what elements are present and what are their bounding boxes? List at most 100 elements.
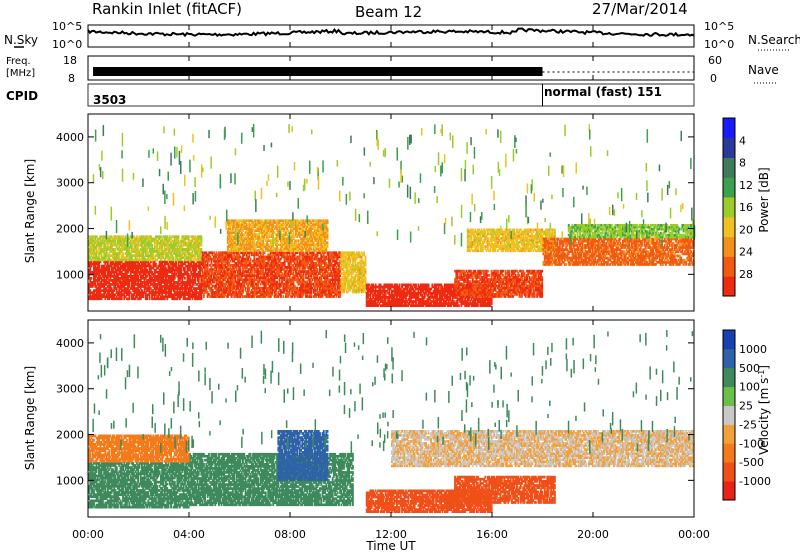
data-cell [262, 295, 265, 298]
data-cell [106, 281, 109, 284]
data-cell [243, 233, 246, 236]
data-cell [127, 262, 129, 266]
data-cell [295, 263, 297, 267]
data-cell [98, 248, 100, 251]
data-cell [161, 270, 164, 274]
data-cell [307, 261, 310, 265]
data-cell [297, 280, 300, 284]
data-cell [331, 295, 334, 298]
data-cell [249, 237, 252, 240]
data-cell [181, 277, 184, 280]
data-cell [118, 295, 121, 298]
data-cell [147, 243, 150, 247]
data-cell [190, 235, 193, 239]
data-cell [90, 297, 93, 301]
data-cell [215, 276, 218, 280]
data-cell [283, 253, 286, 257]
data-cell [167, 248, 170, 251]
data-cell [166, 243, 169, 247]
data-cell [141, 239, 143, 243]
data-cell [195, 297, 198, 301]
data-cell [266, 274, 268, 277]
data-cell [103, 256, 106, 260]
data-cell [201, 251, 204, 255]
data-cell [268, 249, 271, 252]
data-cell [322, 251, 325, 255]
data-cell [326, 284, 329, 288]
data-cell [137, 289, 140, 292]
data-cell [320, 278, 323, 282]
data-cell [112, 252, 114, 255]
data-cell [238, 225, 241, 228]
data-cell [235, 223, 238, 226]
data-cell [248, 263, 251, 267]
data-cell [282, 274, 285, 277]
data-cell [94, 235, 97, 239]
data-cell [263, 286, 266, 290]
data-cell [288, 261, 291, 265]
data-cell [277, 219, 280, 222]
data-cell [239, 223, 242, 226]
data-cell [317, 263, 320, 267]
data-cell [189, 239, 191, 243]
data-cell [307, 291, 310, 294]
data-cell [183, 283, 186, 286]
data-cell [199, 266, 201, 270]
data-cell [283, 263, 286, 267]
data-cell [242, 229, 244, 232]
data-cell [267, 221, 270, 224]
data-cell [182, 297, 185, 301]
data-cell [253, 284, 256, 288]
data-cell [224, 288, 227, 292]
data-cell [281, 249, 284, 252]
data-cell [112, 270, 114, 274]
data-cell [258, 272, 261, 275]
data-cell [234, 270, 237, 273]
data-cell [187, 258, 190, 262]
data-cell [120, 295, 123, 298]
data-cell [207, 251, 210, 255]
data-cell [196, 283, 199, 286]
data-cell [115, 272, 118, 276]
data-cell [167, 268, 170, 272]
data-cell [254, 263, 257, 267]
data-cell [181, 264, 184, 268]
data-cell [129, 243, 132, 247]
data-cell [237, 274, 239, 277]
data-cell [283, 286, 286, 290]
data-cell [161, 243, 164, 247]
data-cell [330, 251, 333, 255]
data-cell [314, 274, 316, 277]
data-cell [312, 291, 315, 294]
data-cell [239, 243, 242, 246]
data-cell [286, 241, 289, 244]
data-cell [292, 245, 295, 248]
data-cell [301, 259, 304, 263]
data-cell [283, 274, 286, 277]
data-cell [259, 221, 262, 224]
data-cell [114, 254, 117, 257]
data-cell [272, 249, 275, 252]
data-cell [200, 258, 203, 262]
data-cell [268, 231, 271, 234]
data-cell [195, 289, 198, 292]
data-cell [213, 284, 215, 288]
data-cell [132, 248, 135, 251]
data-cell [245, 253, 248, 257]
data-cell [144, 268, 147, 272]
data-cell [293, 291, 296, 294]
data-cell [100, 241, 103, 245]
data-cell [283, 268, 286, 271]
data-cell [322, 276, 325, 280]
data-cell [160, 285, 162, 288]
data-cell [292, 270, 295, 273]
data-cell [90, 243, 93, 247]
data-cell [314, 293, 316, 296]
data-cell [123, 293, 126, 296]
data-cell [247, 295, 249, 298]
data-cell [240, 263, 243, 267]
data-cell [96, 266, 99, 270]
data-cell [310, 293, 313, 296]
data-cell [306, 280, 309, 284]
data-cell [286, 229, 289, 232]
